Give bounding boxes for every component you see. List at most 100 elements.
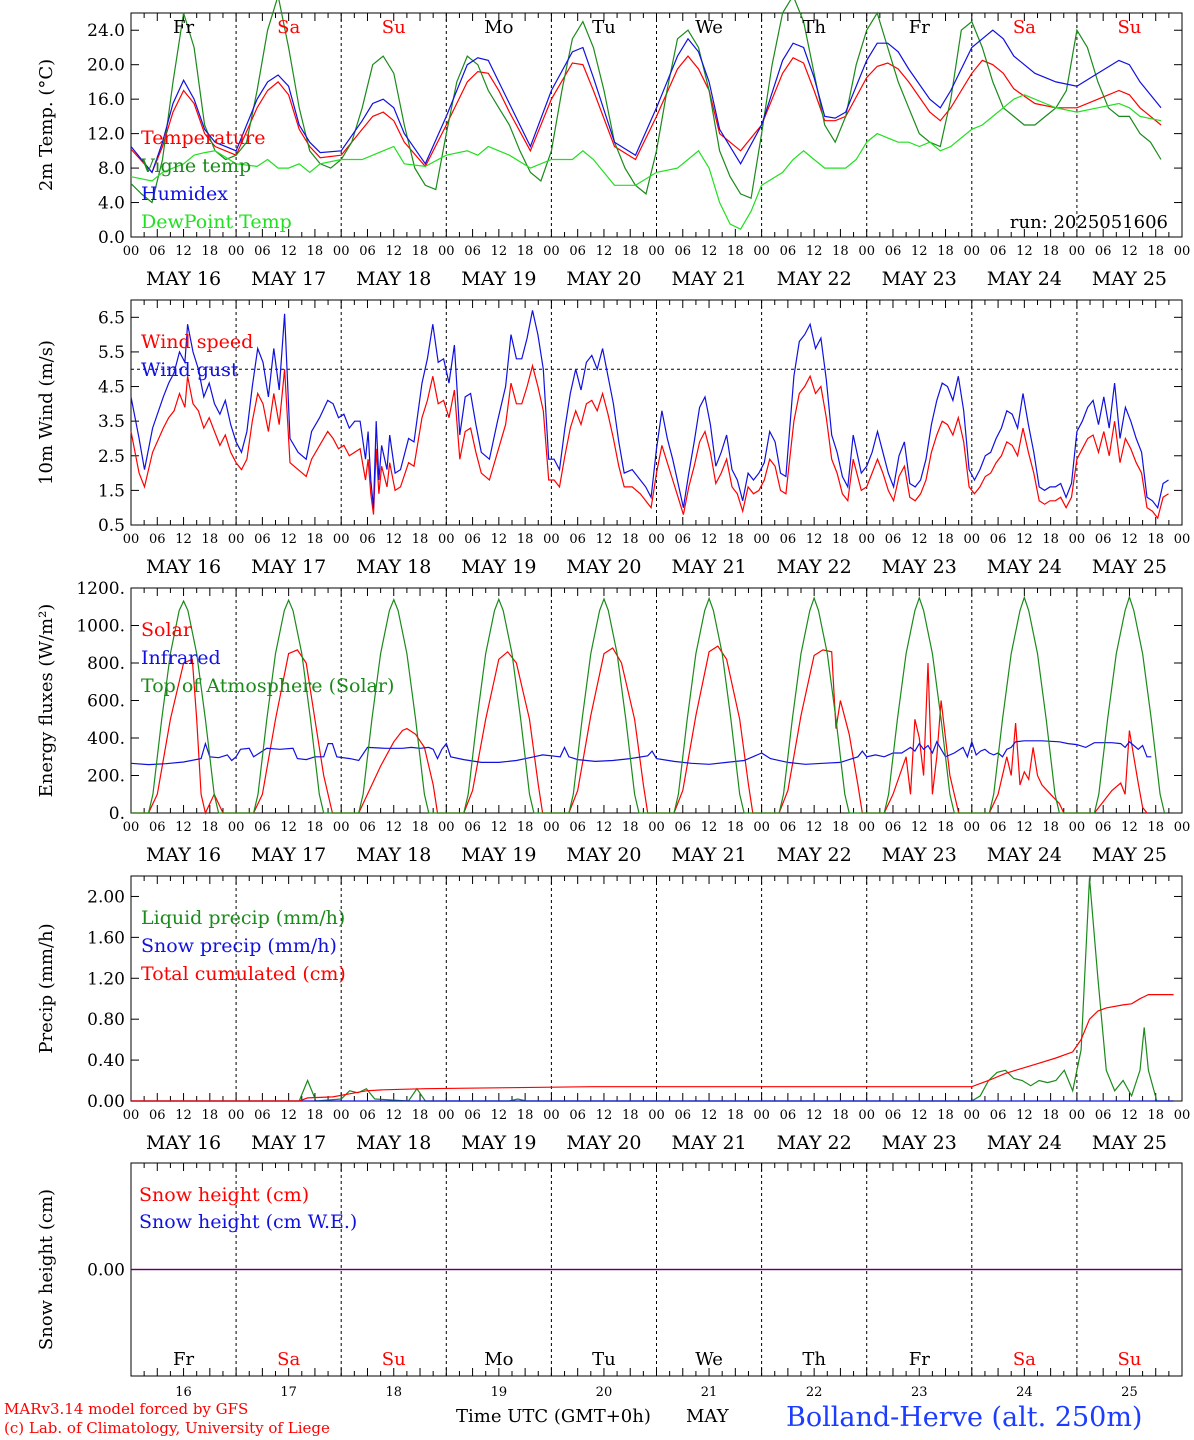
hour-label: 06 [464,532,481,547]
hour-label: 18 [517,1108,534,1123]
hour-label: 12 [1121,244,1138,259]
hour-label: 06 [359,820,376,835]
hour-label: 00 [123,532,140,547]
hour-label: 12 [596,820,613,835]
hour-label: 18 [832,1108,849,1123]
hour-label: 00 [1069,1108,1086,1123]
y-tick-label: 0.00 [87,1261,125,1281]
date-label: MAY 16 [146,556,221,578]
hour-label: 18 [1042,820,1059,835]
date-label: MAY 22 [777,844,852,866]
hour-label: 06 [885,1108,902,1123]
y-tick-label: 400. [87,729,125,749]
date-label: MAY 23 [882,844,957,866]
legend-entry: Humidex [141,183,228,205]
weekday-label: Mo [484,1349,513,1370]
hour-label: 18 [622,532,639,547]
hour-label: 00 [858,244,875,259]
series-line [130,0,1162,204]
panel-3: 0. 200. 400. 600. 800. 1000. 1200. Energy fluxe… [36,579,1190,866]
hour-label: 12 [701,1108,718,1123]
y-tick-label: 0.80 [87,1010,125,1030]
hour-label: 12 [596,1108,613,1123]
hour-label: 18 [1147,244,1164,259]
date-label: MAY 21 [671,844,746,866]
date-label: MAY 21 [671,556,746,578]
weekday-label: Fr [173,17,194,38]
hour-label: 06 [1095,1108,1112,1123]
hour-label: 00 [1069,244,1086,259]
legend-entry: Top of Atmosphere (Solar) [141,675,394,697]
hour-label: 06 [675,532,692,547]
legend-entry: Infrared [141,647,221,669]
y-axis-label: Snow height (cm) [36,1189,57,1350]
date-label: MAY 20 [566,844,641,866]
hour-label: 06 [359,1108,376,1123]
hour-label: 00 [858,1108,875,1123]
hour-label: 18 [412,1108,429,1123]
hour-label: 12 [1121,820,1138,835]
series-line [131,877,1174,1102]
date-label: MAY 22 [777,268,852,290]
hour-label: 00 [543,532,560,547]
hour-label: 12 [911,244,928,259]
weekday-label: We [695,1349,723,1370]
hour-label: 00 [543,820,560,835]
y-tick-label: 800. [87,654,125,674]
hour-label: 00 [648,1108,665,1123]
hour-label: 06 [464,820,481,835]
legend-entry: Temperature [141,127,265,149]
hour-label: 00 [333,820,350,835]
panel-2: 0.5 1.5 2.5 3.5 4.5 5.5 6.5 10m Wind (m/s) Wind … [36,299,1190,578]
hour-label: 12 [911,820,928,835]
y-tick-label: 24.0 [87,21,125,41]
hour-label: 06 [885,532,902,547]
hour-label: 06 [990,244,1007,259]
weekday-label: Th [802,17,826,38]
hour-label: 06 [254,1108,271,1123]
hour-label: 06 [359,244,376,259]
date-label: MAY 24 [987,556,1062,578]
hour-label: 18 [1042,532,1059,547]
hour-label: 12 [806,244,823,259]
hour-label: 06 [990,532,1007,547]
hour-label: 06 [1095,532,1112,547]
date-label: MAY 24 [987,844,1062,866]
hour-label: 18 [937,1108,954,1123]
hour-label: 18 [412,532,429,547]
date-label: MAY 23 [882,556,957,578]
day-number: 25 [1121,1385,1138,1400]
date-label: MAY 18 [356,268,431,290]
hour-label: 18 [832,820,849,835]
hour-label: 06 [780,1108,797,1123]
weekday-label: Fr [909,1349,930,1370]
hour-label: 12 [1016,1108,1033,1123]
y-tick-label: 600. [87,692,125,712]
legend-entry: Wind gust [141,359,239,381]
hour-label: 12 [385,244,402,259]
hour-label: 00 [333,244,350,259]
hour-label: 00 [228,244,245,259]
weekday-label: Su [382,1349,406,1370]
hour-label: 00 [543,1108,560,1123]
date-label: MAY 16 [146,1132,221,1154]
hour-label: 18 [1042,244,1059,259]
y-tick-label: 12.0 [87,125,125,145]
y-tick-label: 3.5 [98,412,125,432]
hour-label: 06 [149,244,166,259]
weekday-label: Su [382,17,406,38]
series-line [130,94,1162,230]
legend-entry: Solar [141,619,193,641]
hour-label: 00 [753,1108,770,1123]
hour-label: 18 [1147,532,1164,547]
date-label: MAY 20 [566,556,641,578]
hour-label: 12 [701,820,718,835]
y-tick-label: 5.5 [98,343,125,363]
day-number: 24 [1016,1385,1033,1400]
weekday-label: Mo [484,17,513,38]
hour-label: 18 [517,820,534,835]
hour-label: 00 [123,1108,140,1123]
hour-label: 00 [964,532,981,547]
hour-label: 12 [175,820,192,835]
